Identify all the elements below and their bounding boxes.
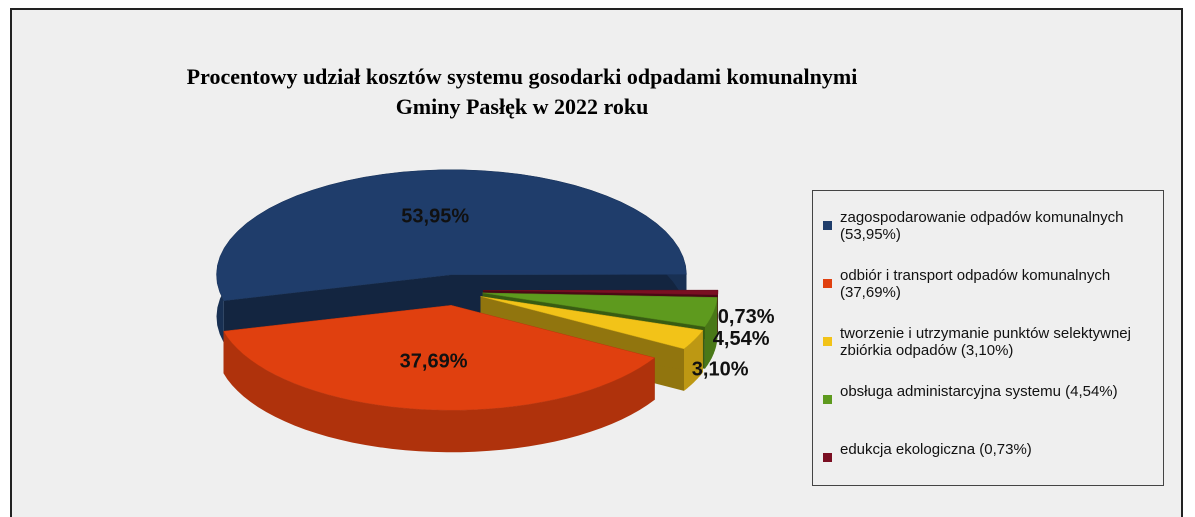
legend-swatch (823, 221, 832, 230)
slice-side (223, 331, 655, 453)
legend-swatch (823, 279, 832, 288)
slice (216, 169, 687, 301)
legend-label: edukcja ekologiczna (0,73%) (840, 441, 1032, 458)
slice (482, 289, 719, 296)
data-label: 4,54% (713, 328, 770, 350)
legend: zagospodarowanie odpadów komunalnych (53… (812, 190, 1164, 486)
legend-label: odbiór i transport odpadów komunalnych (… (840, 267, 1111, 301)
legend-swatch (823, 395, 832, 404)
data-label: 0,73% (718, 306, 775, 328)
chart-title: Procentowy udział kosztów systemu gosoda… (186, 64, 858, 119)
slice-side (684, 330, 703, 391)
slice-wall (480, 296, 703, 373)
legend-item: edukcja ekologiczna (0,73%) (823, 441, 1151, 499)
data-label: 37,69% (400, 351, 468, 373)
legend-label: zagospodarowanie odpadów komunalnych (53… (840, 209, 1124, 243)
slice (482, 292, 718, 328)
slice (223, 305, 656, 411)
legend-item: zagospodarowanie odpadów komunalnych (53… (823, 209, 1151, 267)
legend-swatch (823, 453, 832, 462)
legend-item: tworzenie i utrzymanie punktów selektywn… (823, 325, 1151, 383)
legend-label: obsługa administarcyjna systemu (4,54%) (840, 383, 1118, 400)
data-label: 3,10% (692, 358, 749, 380)
slice-side (704, 297, 718, 369)
legend-item: obsługa administarcyjna systemu (4,54%) (823, 383, 1151, 441)
slice (480, 296, 704, 350)
legend-item: odbiór i transport odpadów komunalnych (… (823, 267, 1151, 325)
data-label: 53,95% (401, 206, 469, 228)
legend-label: tworzenie i utrzymanie punktów selektywn… (840, 325, 1131, 359)
legend-swatch (823, 337, 832, 346)
